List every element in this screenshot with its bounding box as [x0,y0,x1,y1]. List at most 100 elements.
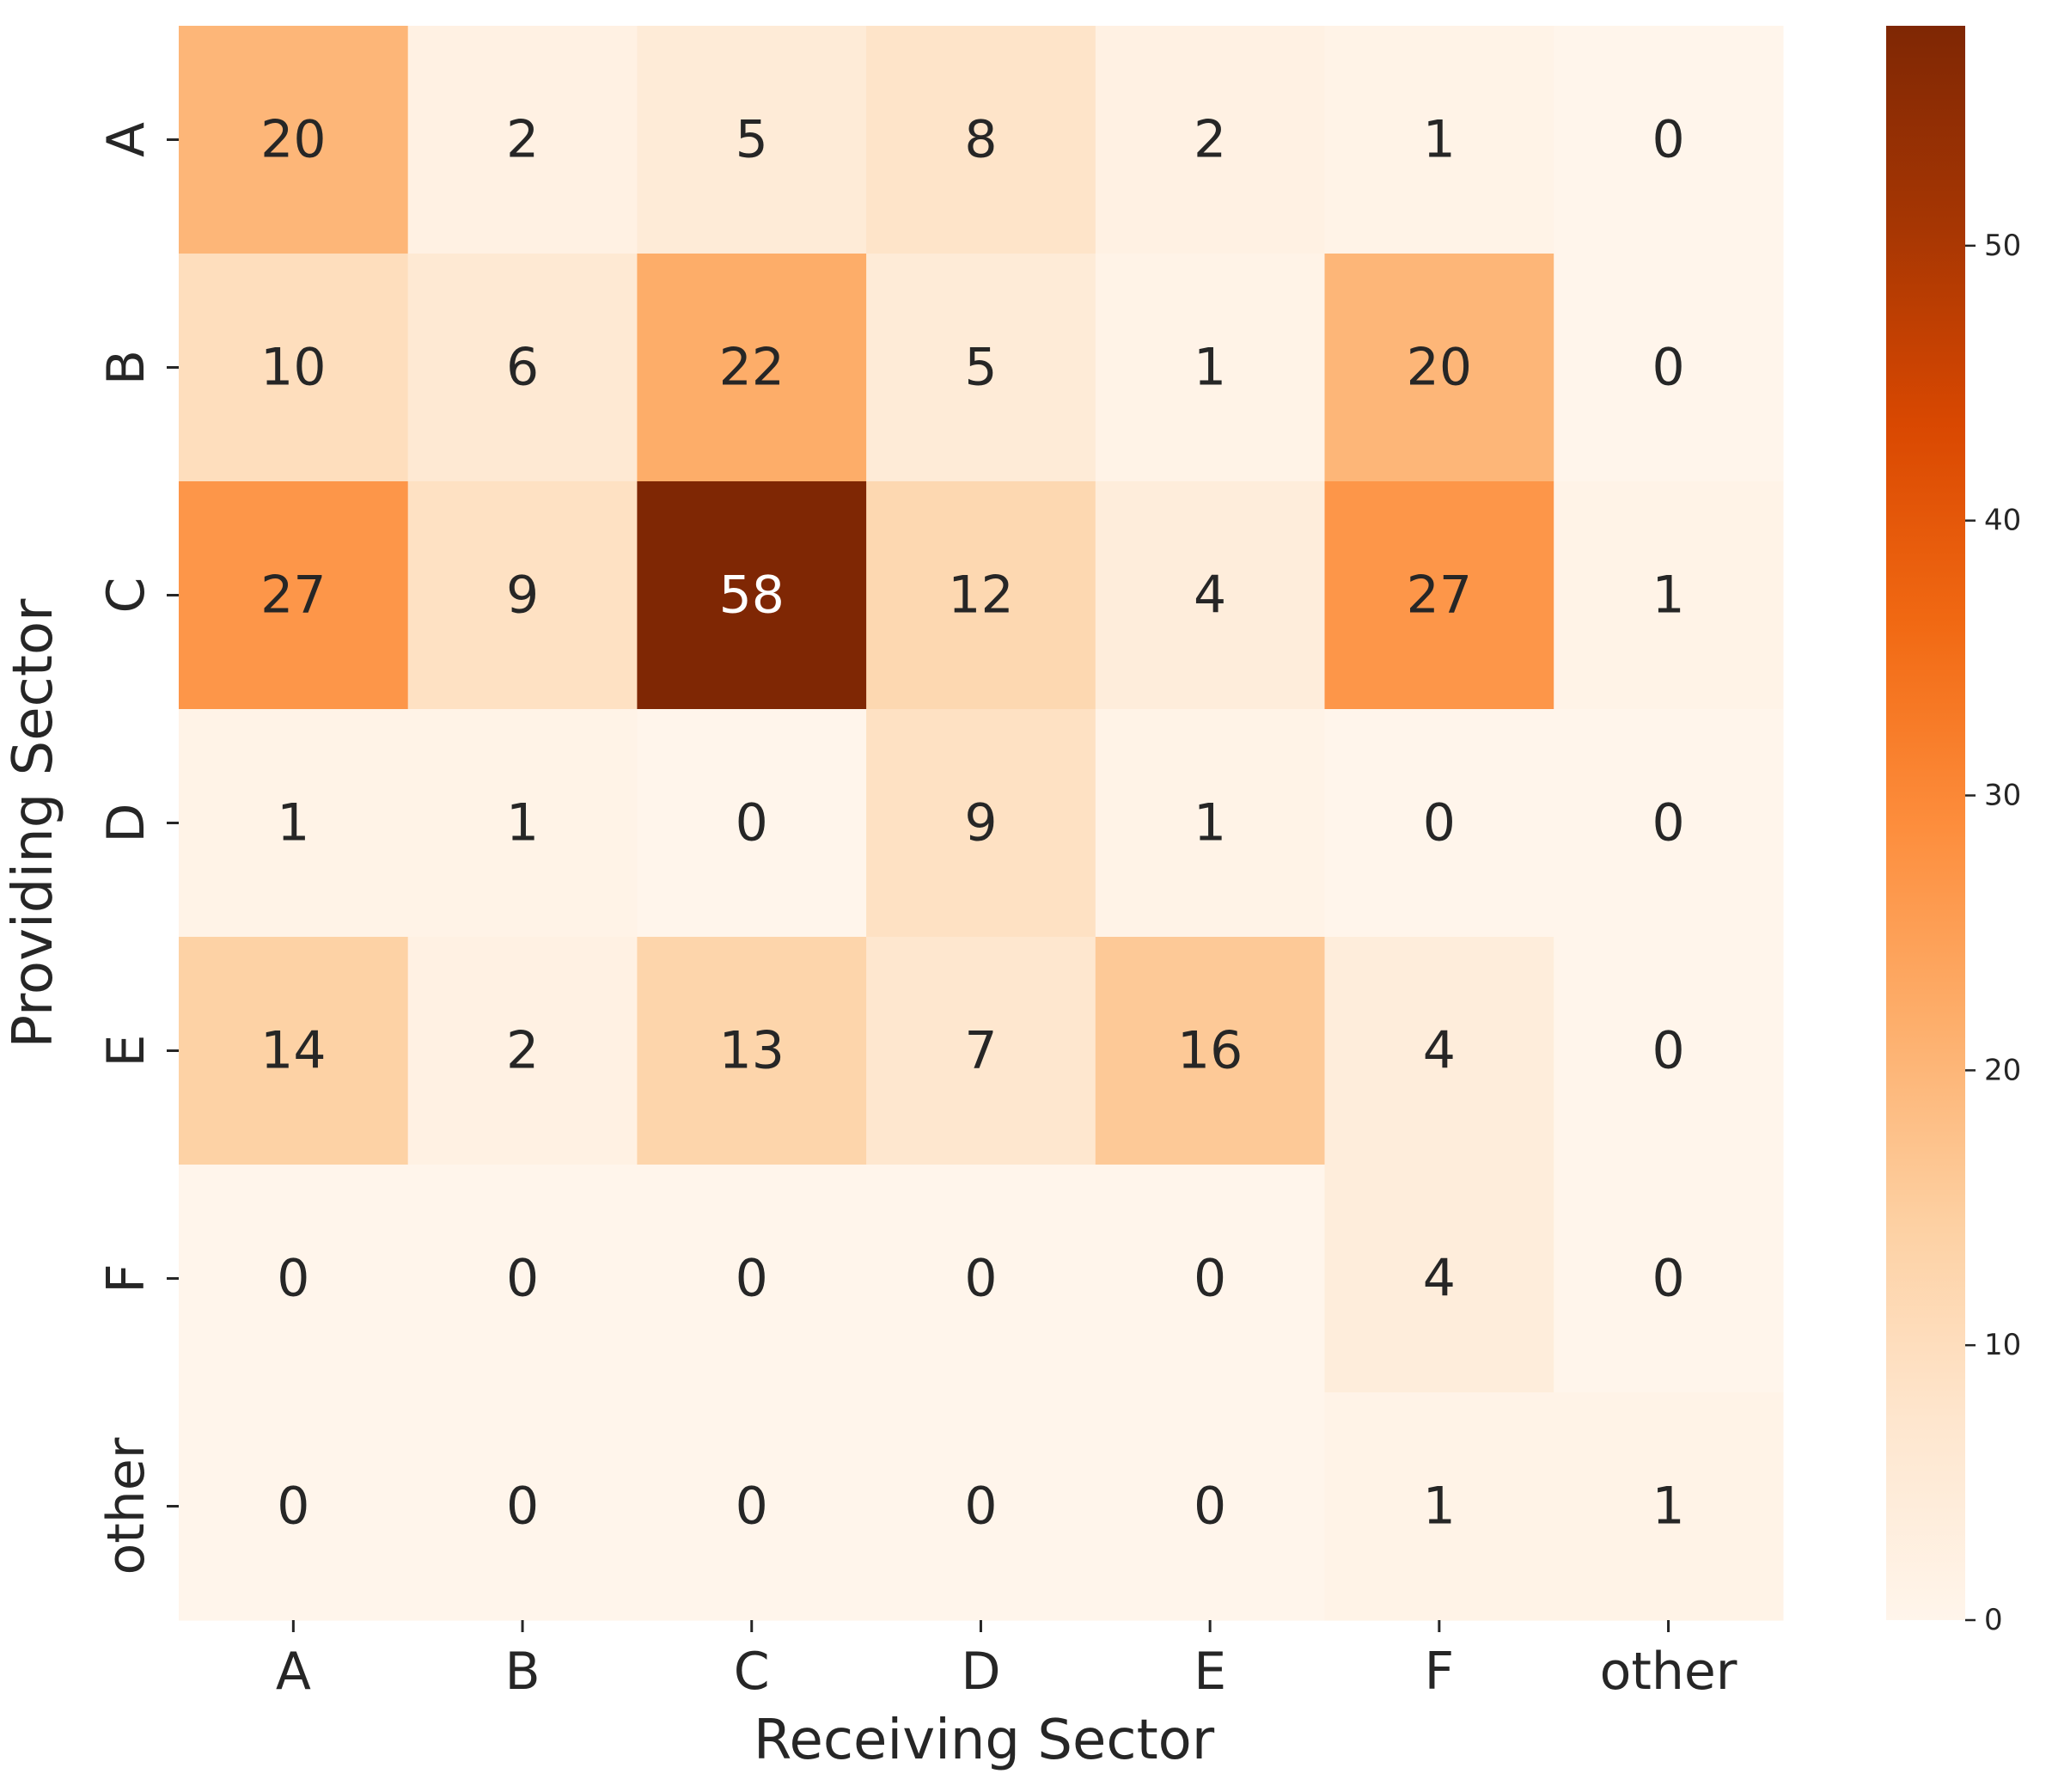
cell-value-label: 0 [1194,1249,1226,1309]
heatmap-cell [1095,481,1326,710]
heatmap-cell [1554,481,1784,710]
heatmap-cell [1095,26,1326,254]
cell-value-label: 1 [1194,793,1226,853]
cell-value-label: 1 [1194,338,1226,398]
heatmap-cell [637,254,867,482]
heatmap-cell [866,26,1096,254]
heatmap-cell [866,709,1096,938]
colorbar-tick-label: 50 [1984,229,2021,263]
heatmap-cell [1554,1392,1784,1621]
cell-value-label: 0 [736,1477,768,1537]
cell-value-label: 0 [277,1477,309,1537]
cell-value-label: 0 [1652,338,1684,398]
heatmap-cell [179,481,409,710]
colorbar-tick-label: 40 [1984,504,2021,538]
heatmap-cells: 20 2 5 8 2 1 010 6 22 5 1 20 027 9 58 12 4 27 11 1 0 9 1 0 014 2 1… [179,26,1784,1621]
y-axis-title: Providing Sector [2,598,65,1049]
heatmap-cell [1095,1165,1326,1393]
cell-value-label: 27 [1407,566,1472,626]
cell-value-label: 22 [719,338,785,398]
cell-value-label: 8 [964,110,997,170]
heatmap-cell [637,709,867,938]
x-tick-label: other [1600,1642,1737,1702]
cell-value-label: 1 [1652,566,1684,626]
heatmap-cell [1554,1165,1784,1393]
cell-value-label: 0 [277,1249,309,1309]
heatmap-cell [1324,709,1554,938]
x-tick-label: C [734,1642,770,1702]
cell-value-label: 13 [719,1021,785,1081]
cell-value-label: 2 [506,1021,539,1081]
heatmap-cell [637,937,867,1165]
cell-value-label: 12 [948,566,1013,626]
colorbar-tick-label: 20 [1984,1053,2021,1087]
heatmap-cell [1554,709,1784,938]
heatmap-cell [1554,26,1784,254]
cell-value-label: 1 [1423,1477,1456,1537]
heatmap-cell [179,1392,409,1621]
heatmap-cell [1095,1392,1326,1621]
cell-value-label: 14 [260,1021,326,1081]
cell-value-label: 0 [506,1477,539,1537]
heatmap-cell [179,937,409,1165]
colorbar-tick-label: 0 [1984,1603,2003,1637]
heatmap-cell [1554,937,1784,1165]
cell-value-label: 2 [506,110,539,170]
cell-value-label: 5 [736,110,768,170]
cell-value-label: 1 [1652,1477,1684,1537]
heatmap-cell [1324,254,1554,482]
cell-value-label: 4 [1423,1021,1456,1081]
heatmap-cell [1324,481,1554,710]
cell-value-label: 0 [964,1477,997,1537]
cell-value-label: 1 [1423,110,1456,170]
x-tick-label: F [1425,1642,1455,1702]
x-tick-label: E [1194,1642,1226,1702]
x-axis-title: Receiving Sector [754,1709,1215,1772]
heatmap-cell [407,26,638,254]
cell-value-label: 2 [1194,110,1226,170]
heatmap-cell [179,1165,409,1393]
heatmap-cell [407,709,638,938]
cell-value-label: 6 [506,338,539,398]
cell-value-label: 16 [1177,1021,1243,1081]
heatmap-cell [407,481,638,710]
cell-value-label: 9 [506,566,539,626]
cell-value-label: 1 [277,793,309,853]
cell-value-label: 5 [964,338,997,398]
heatmap-cell [1324,1165,1554,1393]
x-tick-label: D [961,1642,1000,1702]
cell-value-label: 0 [1652,1021,1684,1081]
cell-value-label: 20 [260,110,326,170]
heatmap-cell [637,481,867,710]
heatmap-cell [637,1392,867,1621]
cell-value-label: 7 [964,1021,997,1081]
heatmap-cell [407,937,638,1165]
heatmap-cell [866,937,1096,1165]
cell-value-label: 27 [260,566,326,626]
colorbar: 0 10 20 30 40 50 [1886,26,2021,1637]
cell-value-label: 0 [506,1249,539,1309]
x-tick-label: A [276,1642,311,1702]
colorbar-gradient [1886,26,1965,1620]
heatmap-cell [407,1165,638,1393]
heatmap-cell [637,1165,867,1393]
heatmap-cell [179,709,409,938]
heatmap-cell [179,254,409,482]
cell-value-label: 0 [1652,793,1684,853]
cell-value-label: 9 [964,793,997,853]
heatmap-cell [1324,26,1554,254]
heatmap-cell [866,254,1096,482]
heatmap-cell [179,26,409,254]
heatmap-cell [1324,1392,1554,1621]
cell-value-label: 0 [736,1249,768,1309]
x-tick-label: B [504,1642,540,1702]
cell-value-label: 20 [1407,338,1472,398]
heatmap-cell [407,254,638,482]
colorbar-tick-label: 30 [1984,779,2021,813]
cell-value-label: 0 [964,1249,997,1309]
y-tick-label: D [96,803,156,842]
heatmap-cell [1095,937,1326,1165]
heatmap-cell [866,1392,1096,1621]
